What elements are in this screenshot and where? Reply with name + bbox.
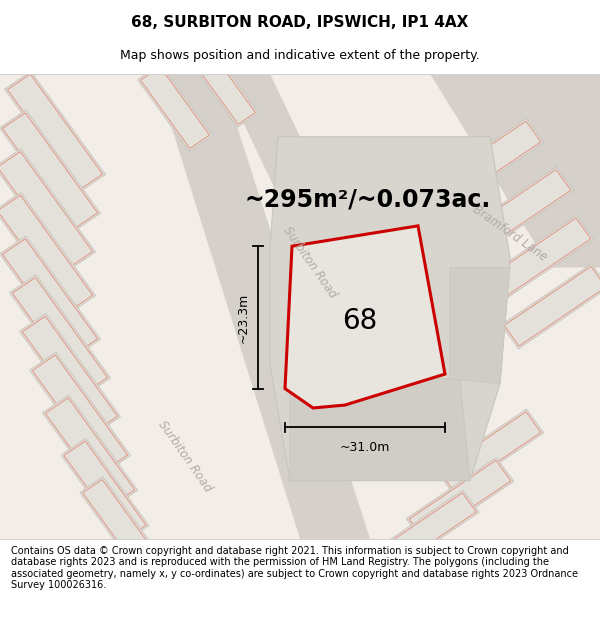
Polygon shape xyxy=(0,110,100,231)
Polygon shape xyxy=(430,74,600,268)
Polygon shape xyxy=(5,71,106,192)
Text: 68: 68 xyxy=(343,307,377,335)
Text: Map shows position and indicative extent of the property.: Map shows position and indicative extent… xyxy=(120,49,480,62)
Text: Surbiton Road: Surbiton Road xyxy=(281,224,340,301)
Text: Surbiton Road: Surbiton Road xyxy=(155,418,214,494)
Polygon shape xyxy=(406,458,514,542)
Polygon shape xyxy=(370,74,600,151)
Polygon shape xyxy=(155,74,370,539)
Polygon shape xyxy=(0,236,100,357)
Text: 68, SURBITON ROAD, IPSWICH, IP1 4AX: 68, SURBITON ROAD, IPSWICH, IP1 4AX xyxy=(131,14,469,29)
Polygon shape xyxy=(20,314,121,434)
Polygon shape xyxy=(450,268,510,384)
Polygon shape xyxy=(290,374,470,481)
Polygon shape xyxy=(10,275,110,396)
Text: ~23.3m: ~23.3m xyxy=(237,292,250,342)
Polygon shape xyxy=(285,226,445,408)
Polygon shape xyxy=(487,216,593,300)
Text: Contains OS data © Crown copyright and database right 2021. This information is : Contains OS data © Crown copyright and d… xyxy=(11,546,578,591)
Text: ~31.0m: ~31.0m xyxy=(340,441,390,454)
Polygon shape xyxy=(0,74,600,539)
Polygon shape xyxy=(61,438,149,542)
Polygon shape xyxy=(192,49,258,127)
Polygon shape xyxy=(381,490,479,568)
Polygon shape xyxy=(436,409,544,494)
Polygon shape xyxy=(220,74,330,200)
Polygon shape xyxy=(138,64,212,151)
Polygon shape xyxy=(29,352,130,473)
Polygon shape xyxy=(270,137,510,481)
Polygon shape xyxy=(80,477,160,572)
Text: Bramford Lane: Bramford Lane xyxy=(470,203,550,264)
Polygon shape xyxy=(0,149,95,270)
Polygon shape xyxy=(466,167,574,252)
Text: ~295m²/~0.073ac.: ~295m²/~0.073ac. xyxy=(245,188,491,212)
Polygon shape xyxy=(43,395,137,508)
Polygon shape xyxy=(502,264,600,349)
Polygon shape xyxy=(0,192,95,314)
Polygon shape xyxy=(436,119,544,203)
